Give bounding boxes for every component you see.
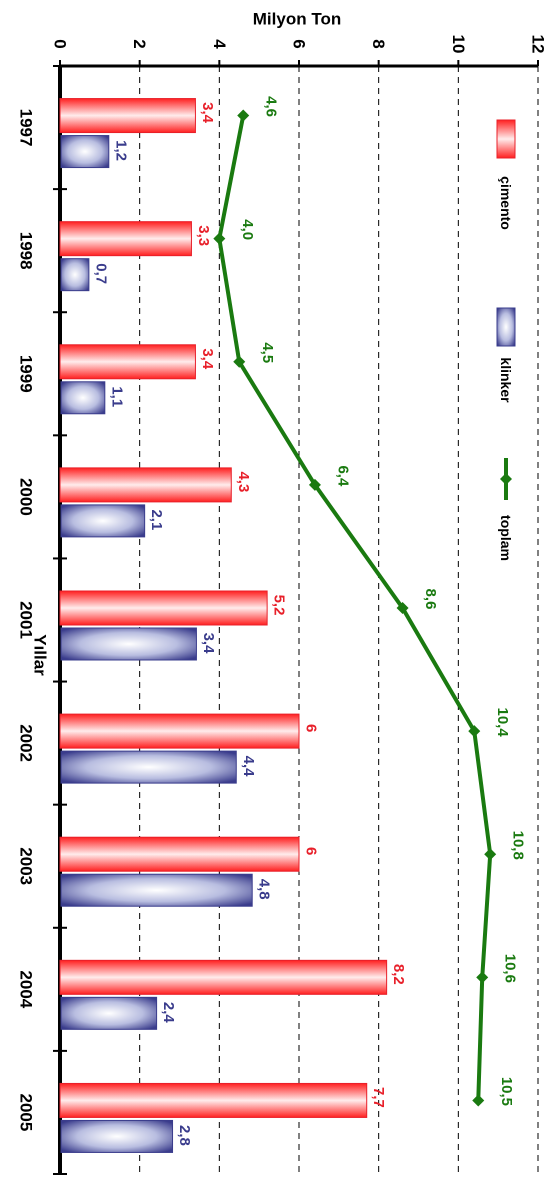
point-toplam	[396, 602, 409, 614]
data-label-klinker: 1,1	[108, 386, 125, 407]
point-toplam	[468, 725, 481, 738]
data-label-klinker: 2,1	[148, 509, 165, 530]
bar-cimento	[59, 836, 300, 872]
data-label-cimento: 6	[303, 724, 320, 732]
point-toplam	[472, 1094, 485, 1107]
data-label-cimento: 3,3	[195, 225, 212, 246]
value-tick-label: 0	[51, 39, 70, 48]
value-tick-label: 10	[449, 35, 468, 54]
data-label-toplam: 6,4	[334, 465, 351, 487]
bar-klinker	[60, 996, 158, 1030]
category-label: 2002	[17, 724, 36, 762]
legend-swatch-klinker	[496, 307, 516, 347]
data-label-klinker: 4,8	[256, 879, 273, 900]
bar-cimento	[59, 467, 232, 503]
data-label-cimento: 3,4	[199, 102, 216, 124]
bar-cimento	[59, 1082, 368, 1118]
category-label: 1999	[17, 355, 36, 393]
bar-cimento	[59, 959, 388, 995]
bar-cimento	[59, 344, 196, 380]
data-label-cimento: 4,3	[235, 471, 252, 492]
point-toplam	[237, 109, 250, 122]
bar-klinker	[60, 1119, 174, 1153]
value-tick-label: 2	[130, 39, 149, 48]
bar-klinker	[60, 135, 110, 169]
data-label-cimento: 5,2	[271, 595, 288, 616]
data-label-klinker: 4,4	[240, 756, 257, 778]
bar-cimento	[59, 590, 268, 626]
bar-klinker	[60, 627, 197, 661]
data-label-klinker: 3,4	[200, 633, 217, 655]
category-label: 2000	[17, 478, 36, 516]
category-axis-title: Yıllar	[31, 634, 50, 676]
bar-klinker	[60, 504, 146, 538]
value-axis-title: Milyon Ton	[253, 10, 341, 29]
bar-klinker	[60, 258, 90, 292]
data-label-toplam: 10,8	[510, 831, 527, 860]
category-label: 1998	[16, 232, 35, 270]
data-label-toplam: 10,5	[498, 1077, 515, 1106]
value-tick-label: 12	[529, 35, 548, 54]
data-label-toplam: 8,6	[422, 589, 439, 610]
legend-label-cimento: çimento	[498, 176, 514, 230]
data-label-cimento: 7,7	[370, 1087, 387, 1108]
data-label-cimento: 3,4	[199, 348, 216, 370]
data-label-toplam: 10,6	[502, 954, 519, 983]
point-toplam	[476, 971, 489, 984]
bar-klinker	[60, 381, 106, 415]
data-label-klinker: 2,8	[176, 1125, 193, 1146]
category-label: 2004	[17, 970, 36, 1008]
data-label-cimento: 8,2	[390, 964, 407, 985]
point-toplam	[233, 355, 246, 368]
category-label: 2001	[17, 601, 36, 639]
legend-label-toplam: toplam	[498, 515, 514, 561]
category-label: 1997	[17, 109, 36, 147]
legend-swatch-cimento	[496, 119, 516, 159]
category-label: 2003	[17, 847, 36, 885]
legend-label-klinker: klinker	[498, 357, 514, 403]
category-label: 2005	[17, 1094, 36, 1132]
data-label-toplam: 4,5	[259, 342, 276, 363]
bar-cimento	[59, 98, 196, 134]
point-toplam	[213, 232, 226, 245]
value-tick-label: 8	[369, 39, 388, 48]
point-toplam	[308, 478, 321, 491]
bar-cimento	[59, 713, 300, 749]
data-label-klinker: 0,7	[92, 263, 109, 284]
point-toplam	[484, 848, 497, 861]
value-tick-label: 6	[290, 39, 309, 48]
bar-cimento	[59, 221, 192, 257]
data-label-toplam: 4,6	[263, 96, 280, 117]
data-label-toplam: 4,0	[239, 219, 256, 240]
data-label-klinker: 1,2	[112, 140, 129, 161]
chart-marks: 0 2 4 6 8 10 12 1997 1998 1999 2000 2001 2002 2003 200…	[16, 10, 548, 1175]
legend-marker-toplam	[500, 473, 512, 485]
data-label-toplam: 10,4	[494, 708, 511, 738]
value-tick-label: 4	[210, 39, 229, 49]
data-label-cimento: 6	[303, 847, 320, 855]
bar-klinker	[60, 873, 253, 907]
bar-klinker	[60, 750, 237, 784]
data-label-klinker: 2,4	[160, 1002, 177, 1024]
